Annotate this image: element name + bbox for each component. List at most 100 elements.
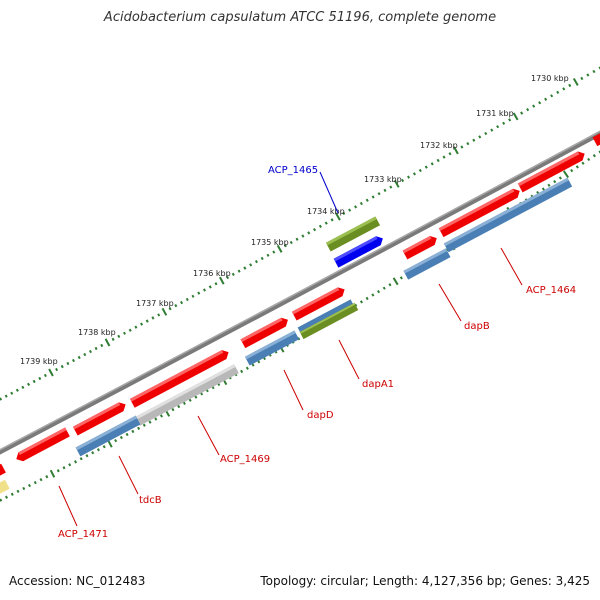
gene-yellow[interactable]	[0, 479, 10, 496]
gene-label-acp1471: ACP_1471	[58, 529, 108, 540]
gene-forward-8[interactable]	[72, 400, 128, 436]
outer-tick	[38, 376, 42, 381]
outer-tick	[180, 300, 184, 305]
tick-label-1732: 1732 kbp	[420, 141, 458, 150]
outer-tick	[365, 198, 369, 202]
outer-tick	[556, 90, 560, 94]
tick-label-1737: 1737 kbp	[136, 299, 174, 308]
outer-tick	[453, 146, 459, 155]
outer-tick	[15, 388, 19, 392]
outer-tick	[407, 175, 411, 179]
gene-dapa1[interactable]	[299, 302, 359, 340]
inner-tick	[96, 448, 100, 452]
outer-tick	[490, 128, 494, 132]
outer-tick	[526, 107, 530, 112]
inner-tick	[182, 401, 186, 405]
outer-tick	[318, 224, 322, 228]
outer-tick	[89, 349, 92, 354]
inner-tick	[171, 408, 175, 412]
outer-tick	[208, 285, 212, 289]
gene-acp1469[interactable]	[135, 364, 239, 426]
inner-tick	[365, 296, 369, 301]
outer-tick	[191, 294, 195, 298]
gene-forward-4[interactable]	[592, 129, 600, 147]
outer-tick	[466, 142, 470, 146]
outer-tick	[276, 244, 283, 253]
outer-tick	[203, 288, 206, 292]
outer-tick	[151, 316, 155, 320]
outer-tick	[60, 364, 64, 369]
gene-forward-5[interactable]	[291, 285, 347, 321]
gene-acp1465-olive[interactable]	[325, 216, 381, 252]
inner-tick	[45, 475, 49, 479]
outer-tick	[562, 87, 566, 91]
tick-label-1739: 1739 kbp	[20, 357, 58, 366]
outer-tick	[342, 211, 346, 215]
inner-tick	[160, 414, 163, 418]
inner-tick	[91, 451, 95, 455]
outer-tick	[237, 269, 241, 273]
outer-tick	[254, 260, 258, 264]
inner-tick	[547, 183, 551, 187]
outer-tick	[272, 250, 276, 254]
gene-tdcb[interactable]	[75, 415, 141, 457]
outer-tick	[383, 188, 387, 193]
inner-tick	[392, 277, 399, 286]
outer-tick	[243, 266, 247, 270]
inner-tick	[148, 420, 152, 424]
inner-tick	[131, 429, 135, 434]
outer-tick	[231, 272, 235, 276]
outer-tick	[484, 131, 488, 136]
inner-tick	[102, 445, 106, 449]
genome-backbone-highlight	[0, 130, 600, 451]
inner-tick	[62, 466, 66, 470]
gene-forward-1[interactable]	[402, 234, 439, 260]
outer-tick	[32, 379, 36, 384]
gene-acp1465[interactable]	[333, 234, 385, 268]
inner-tick	[137, 426, 141, 430]
gene-forward-3[interactable]	[517, 149, 587, 193]
outer-tick	[472, 138, 476, 142]
gene-forward-10[interactable]	[0, 463, 6, 478]
outer-tick	[335, 212, 341, 221]
outer-tick	[330, 218, 334, 222]
outer-tick	[117, 334, 121, 338]
gene-dapd[interactable]	[244, 330, 300, 366]
gene-forward-6[interactable]	[240, 315, 291, 349]
outer-tick	[197, 291, 201, 295]
forward-strand-genes	[0, 129, 600, 478]
genome-backbone	[0, 130, 600, 455]
inner-tick	[114, 439, 118, 443]
inner-tick	[154, 417, 158, 421]
gene-forward-9[interactable]	[14, 427, 70, 464]
outer-tick	[266, 253, 270, 257]
outer-tick	[21, 385, 25, 389]
gene-labels: ACP_1465 ACP_1464 dapB dapA1 dapD ACP_14…	[58, 165, 576, 540]
gene-label-dapd: dapD	[307, 410, 334, 421]
outer-tick	[157, 313, 161, 317]
inner-tick	[553, 179, 557, 184]
inner-tick	[16, 489, 20, 493]
gene-acp1464[interactable]	[443, 177, 573, 253]
outer-tick	[418, 168, 422, 173]
tick-label-1733: 1733 kbp	[364, 175, 402, 184]
tick-label-1738: 1738 kbp	[78, 328, 116, 337]
inner-tick	[5, 495, 8, 499]
outer-tick	[111, 337, 115, 341]
outer-tick	[354, 205, 358, 209]
outer-tick	[55, 367, 59, 372]
tick-label-1731: 1731 kbp	[476, 109, 514, 118]
gene-dapb[interactable]	[403, 248, 451, 280]
inner-tick	[257, 360, 261, 364]
inner-tick	[85, 454, 89, 458]
inner-tick	[0, 498, 3, 502]
inner-tick	[142, 423, 146, 427]
gene-forward-7[interactable]	[129, 348, 231, 408]
inner-tick	[188, 398, 192, 402]
outer-tick	[295, 237, 299, 241]
outer-tick	[393, 179, 400, 188]
gene-forward-2[interactable]	[438, 186, 522, 238]
inner-tick	[570, 168, 574, 173]
inner-tick	[240, 369, 244, 374]
